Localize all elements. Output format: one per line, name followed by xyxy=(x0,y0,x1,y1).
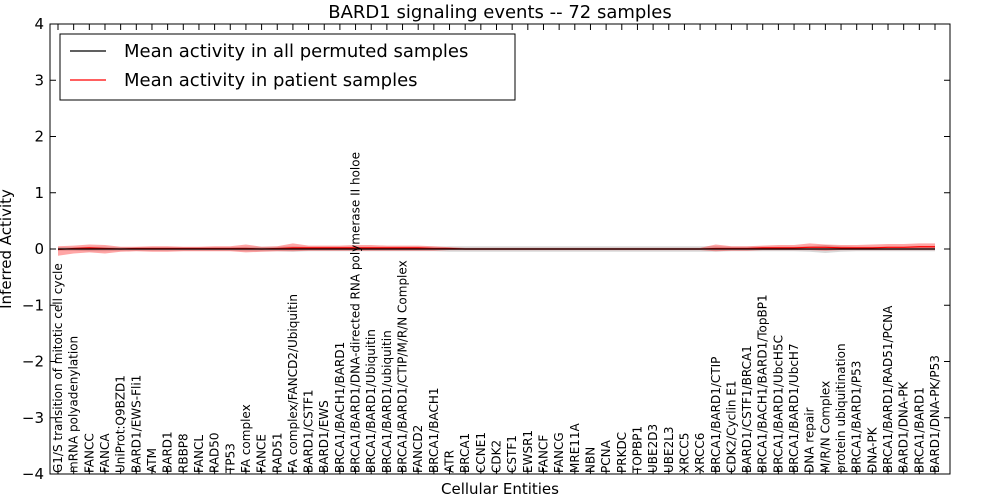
x-tick-label: CCNE1 xyxy=(474,432,488,473)
x-tick-label: UBE2L3 xyxy=(662,426,676,473)
legend: Mean activity in all permuted samples Me… xyxy=(59,33,516,101)
y-tick-label: −1 xyxy=(22,296,44,314)
chart-title: BARD1 signaling events -- 72 samples xyxy=(328,2,672,23)
x-tick-label: FANCE xyxy=(255,434,269,473)
x-tick-label: M/R/N Complex xyxy=(818,381,832,473)
x-tick-label: DNA repair xyxy=(803,407,817,473)
x-tick-label: BRCA1/BARD1 xyxy=(912,387,926,473)
y-tick-label: 4 xyxy=(34,15,44,33)
x-tick-label: BRCA1/BARD1/UbcH7 xyxy=(787,343,801,473)
x-tick-label: CSTF1 xyxy=(505,435,519,473)
x-tick-label: BRCA1/BARD1/CTIP/M/R/N Complex xyxy=(396,260,410,473)
x-tick-label: FA complex/FANCD2/Ubiquitin xyxy=(286,294,300,473)
y-tick-label: 3 xyxy=(34,71,44,89)
legend-label-patient: Mean activity in patient samples xyxy=(124,70,418,91)
x-tick-label: XRCC6 xyxy=(693,433,707,473)
x-tick-label: PCNA xyxy=(599,439,613,473)
x-tick-label: BARD1/DNA-PK/P53 xyxy=(928,355,942,473)
x-tick-label: ATM xyxy=(145,448,159,473)
y-tick-label: 2 xyxy=(34,128,44,146)
x-tick-label: ATR xyxy=(443,450,457,473)
x-tick-label: BARD1/EWS xyxy=(317,400,331,473)
x-tick-label: protein ubiquitination xyxy=(834,343,848,473)
x-tick-label: UniProt:Q9BZD1 xyxy=(114,375,128,473)
x-tick-label: BRCA1/BACH1 xyxy=(427,387,441,473)
legend-frame xyxy=(59,33,516,101)
x-tick-label: BARD1 xyxy=(161,431,175,473)
x-tick-label: FANCD2 xyxy=(411,425,425,473)
x-tick-label: CDK2 xyxy=(490,440,504,473)
x-tick-label: BARD1/CSTF1 xyxy=(302,389,316,473)
x-tick-label: G1/S transition of mitotic cell cycle xyxy=(51,263,65,473)
legend-label-permuted: Mean activity in all permuted samples xyxy=(124,41,468,62)
x-tick-label: BRCA1/BARD1/RAD51/PCNA xyxy=(881,305,895,473)
x-tick-label: FANCF xyxy=(536,435,550,473)
y-tick-label: 1 xyxy=(34,184,44,202)
x-tick-label: BARD1/EWS-Fli1 xyxy=(129,375,143,473)
x-tick-label: RAD50 xyxy=(208,432,222,473)
x-tick-label: NBN xyxy=(583,447,597,473)
x-tick-label: DNA-PK xyxy=(865,426,879,473)
x-tick-label: PRKDC xyxy=(615,432,629,473)
x-tick-label: XRCC5 xyxy=(677,433,691,473)
x-tick-label: FANCL xyxy=(192,435,206,473)
x-tick-label: CDK2/Cyclin E1 xyxy=(724,380,738,473)
x-tick-label: RAD51 xyxy=(270,432,284,473)
x-tick-label: mRNA polyadenylation xyxy=(67,336,81,473)
y-tick-label: 0 xyxy=(34,240,44,258)
x-tick-label: MRE11A xyxy=(568,422,582,473)
x-tick-label: BRCA1/BARD1/ubiquitin xyxy=(380,330,394,473)
series-lines xyxy=(57,246,935,251)
x-tick-label: BRCA1 xyxy=(458,433,472,473)
x-tick-label: UBE2D3 xyxy=(646,424,660,473)
x-tick-label: BRCA1/BARD1/P53 xyxy=(850,361,864,473)
x-tick-label: FANCG xyxy=(552,432,566,473)
x-tick-label: BRCA1/BARD1/CTIP xyxy=(709,357,723,473)
x-tick-label: BRCA1/BACH1/BARD1 xyxy=(333,342,347,473)
x-tick-label: RBBP8 xyxy=(176,433,190,473)
x-tick-label: EWSR1 xyxy=(521,430,535,473)
x-tick-label: FA complex xyxy=(239,404,253,473)
y-tick-label: −3 xyxy=(22,409,44,427)
x-tick-label: BARD1/CSTF1/BRCA1 xyxy=(740,345,754,473)
x-tick-label: TOPBP1 xyxy=(630,426,644,474)
x-tick-label: BRCA1/BARD1/Ubiquitin xyxy=(364,329,378,473)
x-axis-label: Cellular Entities xyxy=(441,480,559,498)
x-tick-label: TP53 xyxy=(223,443,237,474)
x-tick-label: FANCA xyxy=(98,433,112,473)
x-tick-label: BRCA1/BARD1/UbcH5C xyxy=(771,335,785,473)
x-tick-label: BRCA1/BACH1/BARD1/TopBP1 xyxy=(756,294,770,473)
axes: 4 3 2 1 0 −1 −2 −3 −4 xyxy=(22,15,951,483)
x-tick-label: FANCC xyxy=(82,433,96,473)
x-tick-labels: G1/S transition of mitotic cell cycle mRN… xyxy=(51,152,942,474)
x-tick-label: BARD1/DNA-PK xyxy=(897,381,911,473)
y-tick-label: −2 xyxy=(22,353,44,371)
y-axis-label: Inferred Activity xyxy=(0,189,15,309)
y-tick-label: −4 xyxy=(22,465,44,483)
x-tick-label: BRCA1/BARD1/DNA-directed RNA polymerase … xyxy=(349,152,363,473)
